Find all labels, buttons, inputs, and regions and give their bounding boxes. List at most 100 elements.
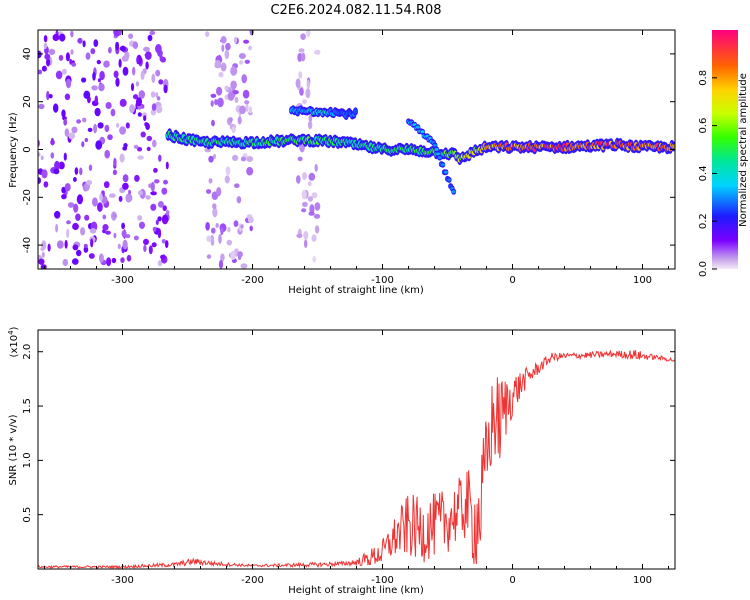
spectrogram-ytick-label: 20 xyxy=(22,95,33,108)
spectrogram-ytick-label: 0 xyxy=(22,146,33,152)
noise-mark xyxy=(211,227,216,234)
noise-mark xyxy=(44,53,51,60)
noise-mark xyxy=(215,223,219,228)
noise-mark xyxy=(214,60,221,69)
noise-mark xyxy=(59,33,66,42)
noise-mark xyxy=(38,69,43,75)
noise-mark xyxy=(305,88,311,99)
noise-mark xyxy=(144,51,152,60)
noise-mark xyxy=(156,96,161,101)
noise-mark xyxy=(239,105,246,115)
noise-mark xyxy=(298,71,303,79)
noise-mark xyxy=(306,30,311,38)
noise-mark xyxy=(61,194,67,200)
noise-mark xyxy=(111,257,117,264)
snr-line xyxy=(38,349,675,569)
noise-mark xyxy=(92,197,98,207)
noise-mark xyxy=(241,74,247,84)
noise-mark xyxy=(76,119,81,124)
noise-mark xyxy=(152,139,157,148)
noise-mark xyxy=(153,167,158,173)
noise-mark xyxy=(233,220,239,228)
noise-mark xyxy=(164,240,169,249)
noise-mark xyxy=(40,246,45,252)
noise-mark xyxy=(93,39,99,47)
spectrogram-ytick-label: -40 xyxy=(22,237,33,253)
noise-mark xyxy=(112,169,117,176)
noise-mark xyxy=(163,215,168,221)
snr-xtick-label: -100 xyxy=(371,575,394,586)
noise-mark xyxy=(122,182,129,190)
noise-mark xyxy=(150,181,155,192)
noise-mark xyxy=(232,154,239,161)
noise-mark xyxy=(97,122,104,129)
noise-mark xyxy=(122,66,129,76)
noise-mark xyxy=(297,52,303,62)
noise-mark xyxy=(132,66,136,76)
noise-mark xyxy=(244,59,250,64)
noise-mark xyxy=(92,71,96,81)
noise-mark xyxy=(311,192,318,199)
noise-mark xyxy=(121,222,125,230)
noise-mark xyxy=(157,201,164,208)
noise-mark xyxy=(102,224,109,231)
spectrogram-xtick-label: -200 xyxy=(241,275,264,286)
noise-mark xyxy=(249,225,253,232)
snr-ylabel: SNR (10 * v/v) xyxy=(8,414,19,485)
noise-mark xyxy=(136,146,143,152)
spectrogram-xtick-label: -100 xyxy=(371,275,394,286)
noise-mark xyxy=(149,30,156,36)
noise-mark xyxy=(43,181,49,188)
noise-mark xyxy=(145,61,149,70)
noise-mark xyxy=(103,60,110,68)
noise-mark xyxy=(46,58,51,67)
noise-mark xyxy=(115,77,120,87)
noise-mark xyxy=(211,119,215,127)
noise-mark xyxy=(58,161,65,170)
noise-mark xyxy=(105,230,111,235)
noise-mark xyxy=(137,215,143,221)
noise-mark xyxy=(218,259,224,269)
noise-mark xyxy=(307,196,313,202)
snr-ytick-label: 0.5 xyxy=(22,507,33,523)
noise-mark xyxy=(98,253,104,263)
noise-mark xyxy=(72,222,79,231)
noise-mark xyxy=(104,149,110,159)
noise-mark xyxy=(157,228,162,239)
noise-mark xyxy=(143,244,147,252)
noise-mark xyxy=(248,216,254,224)
noise-mark xyxy=(72,258,79,265)
noise-mark xyxy=(162,205,167,212)
noise-mark xyxy=(217,97,224,108)
noise-mark xyxy=(53,168,60,175)
noise-mark xyxy=(41,169,48,179)
noise-mark xyxy=(82,40,86,48)
noise-mark xyxy=(312,255,317,263)
noise-mark xyxy=(73,177,77,182)
snr-axes: -300 -200 -100 0 100 0.5 1.0 1.5 2.0 xyxy=(22,330,675,586)
figure-title: C2E6.2024.082.11.54.R08 xyxy=(270,3,441,18)
snr-series xyxy=(38,349,675,569)
noise-mark xyxy=(216,86,223,96)
noise-mark xyxy=(155,92,159,98)
noise-mark xyxy=(128,33,134,39)
noise-mark xyxy=(307,120,313,130)
noise-mark xyxy=(224,85,229,91)
noise-mark xyxy=(97,202,103,212)
snr-xtick-label: -300 xyxy=(111,575,134,586)
noise-mark xyxy=(150,191,157,196)
noise-mark xyxy=(103,181,110,189)
noise-mark xyxy=(157,260,163,267)
noise-mark xyxy=(249,30,254,36)
branch-mark xyxy=(440,163,445,167)
noise-mark xyxy=(229,117,233,122)
noise-mark xyxy=(124,51,130,59)
noise-mark xyxy=(113,70,119,79)
noise-mark xyxy=(137,112,142,117)
noise-mark xyxy=(125,122,130,129)
noise-mark xyxy=(134,174,140,182)
noise-mark xyxy=(117,243,121,250)
noise-mark xyxy=(101,196,108,204)
noise-mark xyxy=(154,179,160,184)
